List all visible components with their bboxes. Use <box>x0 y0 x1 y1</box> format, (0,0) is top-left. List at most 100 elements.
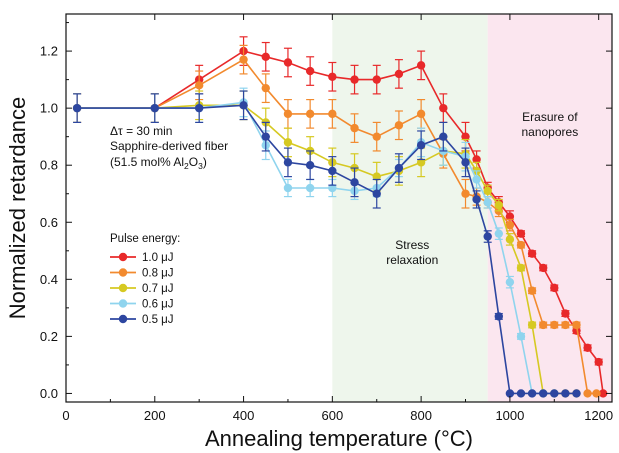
x-tick-label: 200 <box>144 408 166 423</box>
y-tick-label: 0.6 <box>40 215 58 230</box>
data-point <box>505 220 515 230</box>
y-tick-label: 0.2 <box>40 329 58 344</box>
data-point <box>283 138 293 147</box>
data-point <box>516 229 526 238</box>
data-point <box>416 109 426 119</box>
y-tick-label: 0.8 <box>40 158 58 173</box>
data-point <box>494 312 504 321</box>
data-point <box>550 389 559 398</box>
data-point <box>372 189 381 198</box>
data-point <box>283 109 293 119</box>
data-point <box>583 343 592 352</box>
data-point <box>516 332 526 341</box>
x-tick-label: 1000 <box>495 408 524 423</box>
legend-label: 0.8 μJ <box>142 268 174 280</box>
legend-label: 1.0 μJ <box>142 252 174 264</box>
data-point <box>472 155 481 164</box>
region-label-stress-0: Stress <box>395 238 429 252</box>
data-point <box>283 183 293 193</box>
legend-label: 0.6 μJ <box>142 299 174 311</box>
data-point <box>516 240 526 250</box>
data-point <box>494 229 504 238</box>
data-point <box>483 198 492 207</box>
x-tick-label: 600 <box>321 408 343 423</box>
data-point <box>598 389 608 398</box>
annotation-line-fiber: Sapphire-derived fiber <box>110 139 228 153</box>
data-point <box>328 72 337 81</box>
legend-swatch-marker <box>118 268 128 277</box>
legend-items: 1.0 μJ 0.8 μJ 0.7 μJ 0.6 μJ 0.5 μJ <box>110 252 174 326</box>
data-point <box>394 163 404 173</box>
data-point <box>416 158 426 167</box>
data-point <box>538 320 548 330</box>
data-point <box>350 75 359 84</box>
data-point <box>527 249 537 258</box>
data-point <box>538 263 548 273</box>
data-point <box>328 166 337 176</box>
region-label-stress-1: relaxation <box>386 253 438 267</box>
data-point <box>505 235 515 244</box>
x-tick-label: 400 <box>233 408 255 423</box>
x-tick-label: 0 <box>62 408 69 423</box>
data-point <box>505 212 515 221</box>
data-point <box>372 75 381 84</box>
data-point <box>261 52 270 61</box>
data-point <box>472 175 481 184</box>
data-point <box>372 172 381 181</box>
legend-label: 0.5 μJ <box>142 314 174 326</box>
y-tick-label: 1.2 <box>40 44 58 59</box>
x-axis-label: Annealing temperature (°C) <box>205 426 473 451</box>
data-point <box>583 389 592 398</box>
annotation-block: Δτ = 30 min Sapphire-derived fiber (51.5… <box>110 124 228 171</box>
annotation-line-duration: Δτ = 30 min <box>110 124 172 138</box>
data-point <box>305 161 315 170</box>
data-point <box>261 132 270 141</box>
data-point <box>72 103 82 113</box>
annotation-composition-prefix: (51.5 mol% Al <box>110 155 184 169</box>
y-tick-label: 0.4 <box>40 272 58 287</box>
data-point <box>527 286 537 295</box>
data-point <box>516 389 526 398</box>
legend-label: 0.7 μJ <box>142 283 174 295</box>
data-point <box>350 123 359 133</box>
data-point <box>261 83 270 93</box>
data-point <box>372 132 381 141</box>
ticks-layer: 0 200 400 600 800 1000 1200 0.0 0.2 0.4 0.6 0.8 1.0 1… <box>40 14 613 423</box>
data-point <box>416 141 426 150</box>
data-point <box>561 389 570 398</box>
data-point <box>328 109 337 119</box>
legend-swatch-marker <box>118 299 128 308</box>
data-point <box>550 283 559 293</box>
data-point <box>283 158 293 167</box>
legend-swatch-marker <box>118 283 128 293</box>
annotation-composition-sub1: 2 <box>184 161 189 171</box>
series-layer <box>72 36 608 398</box>
data-point <box>572 389 581 398</box>
legend-swatch-marker <box>118 314 128 324</box>
legend-title: Pulse energy: <box>110 233 180 245</box>
data-point <box>283 58 293 67</box>
series-line <box>77 101 555 395</box>
data-point <box>394 121 404 130</box>
data-point <box>527 320 537 330</box>
legend-swatch-marker <box>118 252 128 262</box>
series-line <box>77 104 577 395</box>
annotation-composition-sub2: 3 <box>198 161 203 171</box>
data-point <box>461 132 470 141</box>
data-point <box>239 55 248 64</box>
region-label-erasure-0: Erasure of <box>522 110 578 124</box>
data-point <box>194 103 204 113</box>
y-tick-label: 1.0 <box>40 101 58 116</box>
y-tick-label: 0.0 <box>40 386 58 401</box>
data-point <box>505 389 515 398</box>
data-point <box>592 389 601 398</box>
data-point <box>305 183 315 193</box>
data-point <box>594 357 603 367</box>
data-point <box>350 178 359 187</box>
x-tick-label: 1200 <box>584 408 613 423</box>
data-point <box>439 132 448 141</box>
data-point <box>305 109 315 119</box>
